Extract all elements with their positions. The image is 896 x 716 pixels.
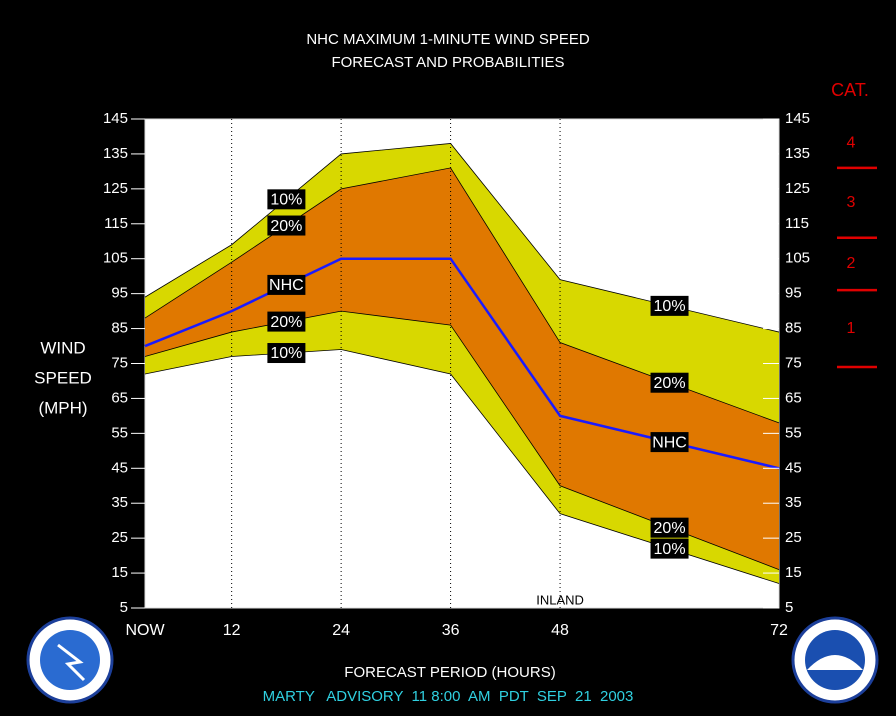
y2-tick-label: 55 (785, 424, 802, 441)
label-background (650, 538, 689, 559)
series-line (144, 257, 780, 470)
y2-tick-label: 95 (785, 285, 802, 302)
y-tick-label: 55 (111, 424, 128, 441)
chart-subtitle: FORECAST AND PROBABILITIES (331, 54, 564, 71)
label-background (267, 274, 306, 295)
footer: MARTY ADVISORY 11 8:00 AM PDT SEP 21 200… (263, 688, 634, 705)
series-label-text: 10% (654, 298, 686, 315)
series-label-text: 20% (270, 218, 302, 235)
probability-band (145, 167, 779, 570)
annotation: INLAND (536, 592, 584, 607)
y2-tick-label: 35 (785, 494, 802, 511)
series-label: 20% (267, 215, 306, 236)
y-tick-label: 25 (111, 529, 128, 546)
label-background (267, 215, 306, 236)
y2-tick-label: 115 (785, 215, 809, 232)
x-tick-label: 48 (551, 622, 569, 639)
x-tick-label: 36 (442, 622, 460, 639)
x-tick-label: NOW (125, 622, 165, 639)
y-axis-label: WIND (40, 338, 85, 357)
series-label: 20% (267, 311, 306, 332)
series-label: 20% (650, 517, 689, 538)
series-line (144, 167, 780, 424)
series-label-text: 10% (654, 541, 686, 558)
label-background (650, 517, 689, 538)
x-axis-label: FORECAST PERIOD (HOURS) (344, 664, 555, 681)
y2-tick-label: 145 (785, 110, 810, 127)
y-tick-label: 135 (103, 145, 128, 162)
y-tick-label: 5 (120, 599, 128, 616)
y2-tick-label: 5 (785, 599, 793, 616)
series-label: 10% (650, 295, 689, 316)
series-line (144, 143, 780, 333)
x-tick-label: 72 (770, 622, 788, 639)
y-tick-label: 15 (111, 564, 128, 581)
y-tick-label: 145 (103, 110, 128, 127)
label-background (650, 295, 689, 316)
chart-title: NHC MAXIMUM 1-MINUTE WIND SPEED (306, 31, 590, 48)
series-label-text: NHC (269, 277, 304, 294)
y2-tick-label: 125 (785, 180, 810, 197)
series-label: 10% (267, 343, 306, 364)
y-tick-label: 85 (111, 320, 128, 337)
category-label: 3 (847, 194, 856, 211)
category-title: CAT. (831, 80, 869, 100)
y2-tick-label: 65 (785, 389, 802, 406)
y-tick-label: 105 (103, 250, 128, 267)
series-label-text: 20% (654, 375, 686, 392)
y2-tick-label: 135 (785, 145, 810, 162)
label-background (650, 372, 689, 393)
y-tick-label: 35 (111, 494, 128, 511)
series-label: 20% (650, 372, 689, 393)
category-label: 2 (847, 255, 856, 272)
label-background (267, 311, 306, 332)
y2-tick-label: 105 (785, 250, 810, 267)
y2-tick-label: 45 (785, 459, 802, 476)
y2-tick-label: 25 (785, 529, 802, 546)
series-line (144, 349, 780, 584)
label-background (650, 432, 689, 453)
series-label: NHC (650, 432, 689, 453)
y-axis-label: SPEED (34, 368, 92, 387)
y-tick-label: 125 (103, 180, 128, 197)
category-label: 1 (847, 320, 856, 337)
y-axis-label: (MPH) (38, 398, 87, 417)
y-tick-label: 75 (111, 354, 128, 371)
series-label-text: 20% (654, 520, 686, 537)
y-tick-label: 45 (111, 459, 128, 476)
label-background (267, 189, 306, 210)
nws-logo (26, 616, 114, 704)
series-line (144, 310, 780, 570)
series-label: NHC (267, 274, 306, 295)
series-label-text: NHC (652, 434, 687, 451)
y-tick-label: 65 (111, 389, 128, 406)
series-label-text: 20% (270, 314, 302, 331)
y2-tick-label: 75 (785, 354, 802, 371)
series-label-text: 10% (270, 192, 302, 209)
series-label: 10% (267, 189, 306, 210)
x-tick-label: 24 (332, 622, 350, 639)
series-label: 10% (650, 538, 689, 559)
label-background (267, 343, 306, 364)
y-tick-label: 95 (111, 285, 128, 302)
series-label-text: 10% (270, 345, 302, 362)
y2-tick-label: 85 (785, 320, 802, 337)
y-tick-label: 115 (104, 215, 128, 232)
category-label: 4 (847, 135, 856, 152)
noaa-logo (791, 616, 879, 704)
y2-tick-label: 15 (785, 564, 802, 581)
x-tick-label: 12 (223, 622, 241, 639)
